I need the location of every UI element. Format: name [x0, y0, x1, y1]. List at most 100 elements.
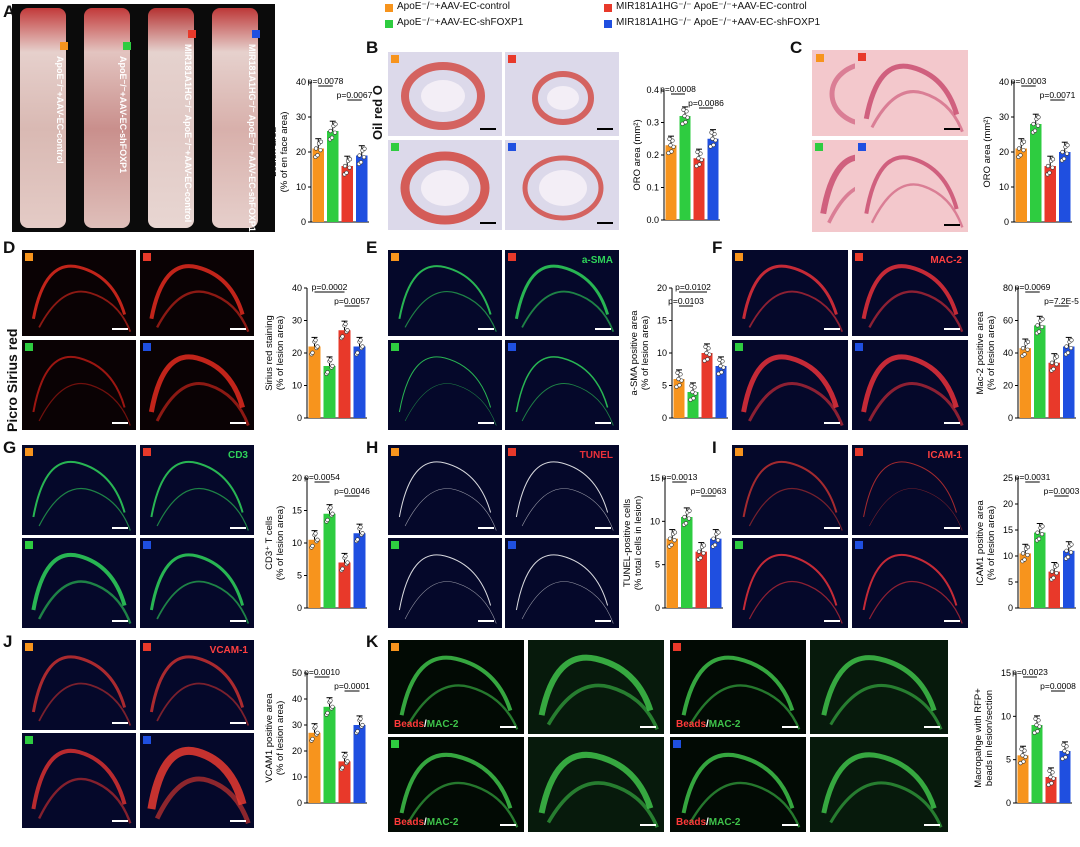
group-swatch: [858, 143, 866, 151]
group-swatch: [508, 253, 516, 261]
data-point: [1021, 148, 1026, 153]
sirius-image-1: [22, 250, 136, 336]
data-point: [1034, 722, 1039, 728]
bar-4: [715, 366, 727, 418]
bar-2: [323, 366, 336, 418]
p-value: p=0.0013: [662, 472, 698, 482]
scale-bar: [500, 726, 516, 728]
p-value: p=0.0008: [660, 84, 696, 94]
p-value: p=7.2E-5: [1044, 296, 1079, 306]
data-point: [355, 729, 360, 734]
chart-sirius-red: 0 10 20 30 40 Sirius red staining (% of lesion…: [264, 282, 370, 423]
y-axis-label: a-SMA positive area: [629, 310, 640, 396]
oro-lesion-4: [522, 155, 604, 221]
panel-label-f: F: [712, 238, 723, 257]
data-point: [1025, 545, 1031, 550]
scale-bar: [478, 527, 494, 529]
panel-label-e: E: [366, 238, 378, 257]
data-point: [682, 113, 687, 119]
y-axis-label: (% total cells in lesion): [633, 496, 644, 591]
y-tick-label: 30: [292, 720, 302, 730]
data-point: [342, 163, 348, 169]
data-point: [1047, 170, 1052, 175]
chart-asma: 0 5 10 15 20 a-SMA positive area (% of lesion …: [629, 282, 728, 423]
data-point: [355, 537, 360, 542]
data-point: [358, 716, 363, 721]
data-point: [362, 146, 367, 151]
data-point: [328, 128, 333, 134]
bar-3: [338, 761, 351, 803]
stain-pattern: [147, 746, 251, 825]
data-point: [357, 153, 362, 158]
data-point: [345, 328, 350, 333]
data-point: [704, 350, 709, 356]
data-point: [1025, 339, 1031, 344]
data-point: [1061, 742, 1066, 747]
beads-text: Beads: [676, 817, 707, 828]
data-point: [1064, 548, 1069, 553]
data-point: [1035, 123, 1041, 128]
aorta-4: [212, 8, 258, 228]
stain-pattern: [681, 752, 801, 828]
group-swatch: [25, 448, 33, 456]
data-point: [686, 516, 692, 521]
stain-pattern: [32, 355, 131, 426]
y-axis-label: Macropahge with RFP+: [973, 688, 984, 788]
data-point: [711, 536, 716, 541]
stain-pattern: [31, 655, 132, 726]
y-tick-label: 0: [1006, 798, 1011, 808]
p-value: p=0.0010: [304, 667, 340, 677]
data-point: [697, 162, 702, 167]
stain-pattern: [514, 264, 615, 333]
y-axis-label: CD3⁺ T cells: [264, 516, 275, 570]
data-point: [1031, 121, 1036, 127]
data-point: [315, 730, 320, 735]
data-point: [330, 704, 335, 709]
data-point: [318, 139, 324, 144]
group-swatch: [858, 53, 866, 61]
legend-label-3: MIR181A1HG⁻/⁻ ApoE⁻/⁻+AAV-EC-control: [616, 1, 807, 12]
data-point: [313, 146, 319, 151]
aorta-2: [84, 8, 130, 228]
scale-bar: [478, 422, 494, 424]
data-point: [1040, 524, 1045, 529]
beads-mac2-label: Beads/MAC-2: [394, 719, 458, 730]
data-point: [682, 514, 687, 520]
data-point: [1062, 748, 1067, 754]
data-point: [1025, 347, 1030, 352]
data-point: [355, 350, 360, 355]
scale-bar: [595, 328, 611, 330]
y-tick-label: 15: [1003, 525, 1013, 535]
data-point: [698, 555, 703, 561]
bar-1: [1015, 148, 1027, 222]
data-point: [310, 543, 315, 549]
y-tick-label: 15: [657, 316, 667, 326]
bar-3: [701, 353, 713, 418]
stain-pattern: [742, 264, 844, 333]
data-point: [340, 334, 345, 339]
mac2-text: MAC-2: [708, 719, 741, 730]
beads-mac2-label: Beads/MAC-2: [676, 719, 740, 730]
legend-label-1: ApoE⁻/⁻+AAV-EC-control: [397, 1, 510, 12]
data-point: [705, 357, 710, 362]
beads-image-1: Beads/MAC-2: [388, 640, 524, 734]
bar-1: [308, 732, 321, 803]
y-tick-label: 40: [292, 283, 302, 293]
scale-bar: [824, 328, 840, 330]
y-tick-label: 5: [297, 571, 302, 581]
aorta-label-3: MIR181A1HG⁻/⁻ ApoE⁻/⁻+AAV-EC-control: [183, 44, 193, 223]
vcam1-image-4: [140, 733, 254, 828]
group-swatch: [391, 253, 399, 261]
group-swatch: [855, 448, 863, 456]
group-swatch: [508, 541, 516, 549]
bar-3: [1044, 166, 1056, 222]
chart-macrophage-beads: 0 5 10 15 Macropahge with RFP+ beads in lesio…: [973, 667, 1076, 808]
panel-label-k: K: [366, 632, 379, 651]
data-point: [332, 130, 338, 135]
data-point: [1045, 163, 1051, 169]
beads-image-4: Beads/MAC-2: [670, 737, 806, 832]
data-point: [1063, 755, 1068, 760]
beads-zoom-3: [810, 640, 948, 734]
data-point: [667, 136, 672, 142]
swatch-a4: [252, 30, 260, 38]
